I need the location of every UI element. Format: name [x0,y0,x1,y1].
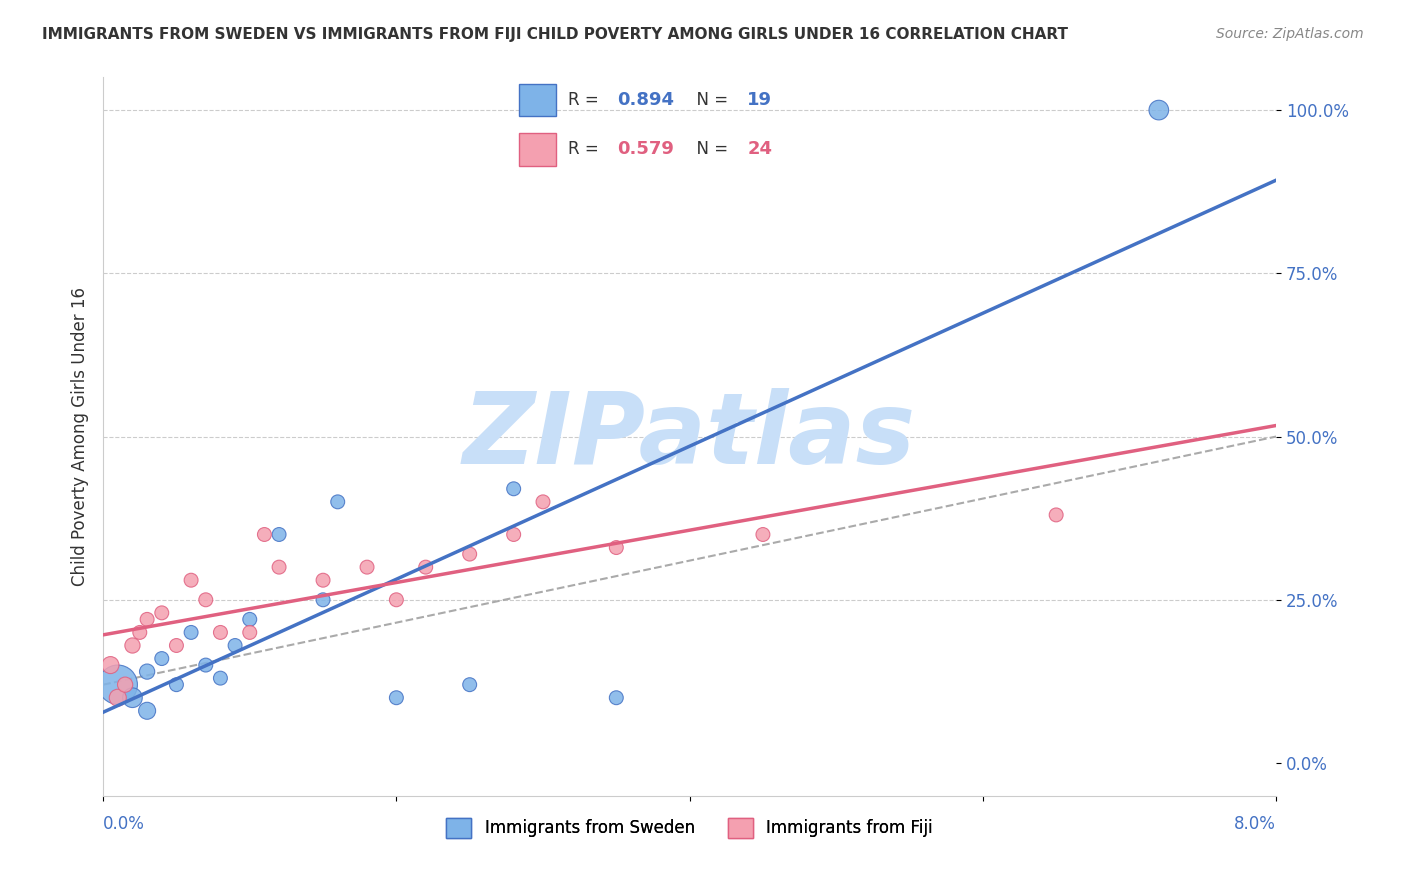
Point [1147,103,1170,117]
Point [121,690,143,705]
Point [136,704,159,718]
Text: R =: R = [568,91,605,109]
Point [605,541,627,555]
Legend: Immigrants from Sweden, Immigrants from Fiji: Immigrants from Sweden, Immigrants from … [440,811,939,845]
Point [752,527,775,541]
Point [385,690,408,705]
Point [239,612,262,626]
Text: 0.0%: 0.0% [103,815,145,833]
Point [107,690,129,705]
Point [165,678,187,692]
Point [209,625,232,640]
Point [128,625,150,640]
Text: IMMIGRANTS FROM SWEDEN VS IMMIGRANTS FROM FIJI CHILD POVERTY AMONG GIRLS UNDER 1: IMMIGRANTS FROM SWEDEN VS IMMIGRANTS FRO… [42,27,1069,42]
Bar [519,134,555,166]
Point [1045,508,1067,522]
Point [267,527,290,541]
Text: 19: 19 [748,91,772,109]
Text: R =: R = [568,141,605,159]
Point [502,527,524,541]
Bar [519,84,555,116]
Point [385,592,408,607]
Point [209,671,232,685]
Point [150,606,173,620]
Text: N =: N = [686,91,733,109]
Point [253,527,276,541]
Text: 0.894: 0.894 [617,91,675,109]
Point [194,658,217,673]
Point [136,665,159,679]
Point [180,625,202,640]
Point [224,639,246,653]
Point [326,495,349,509]
Point [136,612,159,626]
Text: N =: N = [686,141,733,159]
Point [100,658,122,673]
Point [458,678,481,692]
Point [150,651,173,665]
Point [239,625,262,640]
Text: 8.0%: 8.0% [1234,815,1277,833]
Text: Source: ZipAtlas.com: Source: ZipAtlas.com [1216,27,1364,41]
Point [194,592,217,607]
Point [356,560,378,574]
Point [312,592,335,607]
Point [107,678,129,692]
Text: 24: 24 [748,141,772,159]
Point [458,547,481,561]
Point [531,495,554,509]
Point [415,560,437,574]
Point [165,639,187,653]
Y-axis label: Child Poverty Among Girls Under 16: Child Poverty Among Girls Under 16 [72,287,89,586]
Point [121,639,143,653]
Point [312,573,335,587]
Point [605,690,627,705]
Text: 0.579: 0.579 [617,141,675,159]
Point [267,560,290,574]
Point [502,482,524,496]
Text: ZIPatlas: ZIPatlas [463,388,917,485]
Point [180,573,202,587]
Point [114,678,136,692]
